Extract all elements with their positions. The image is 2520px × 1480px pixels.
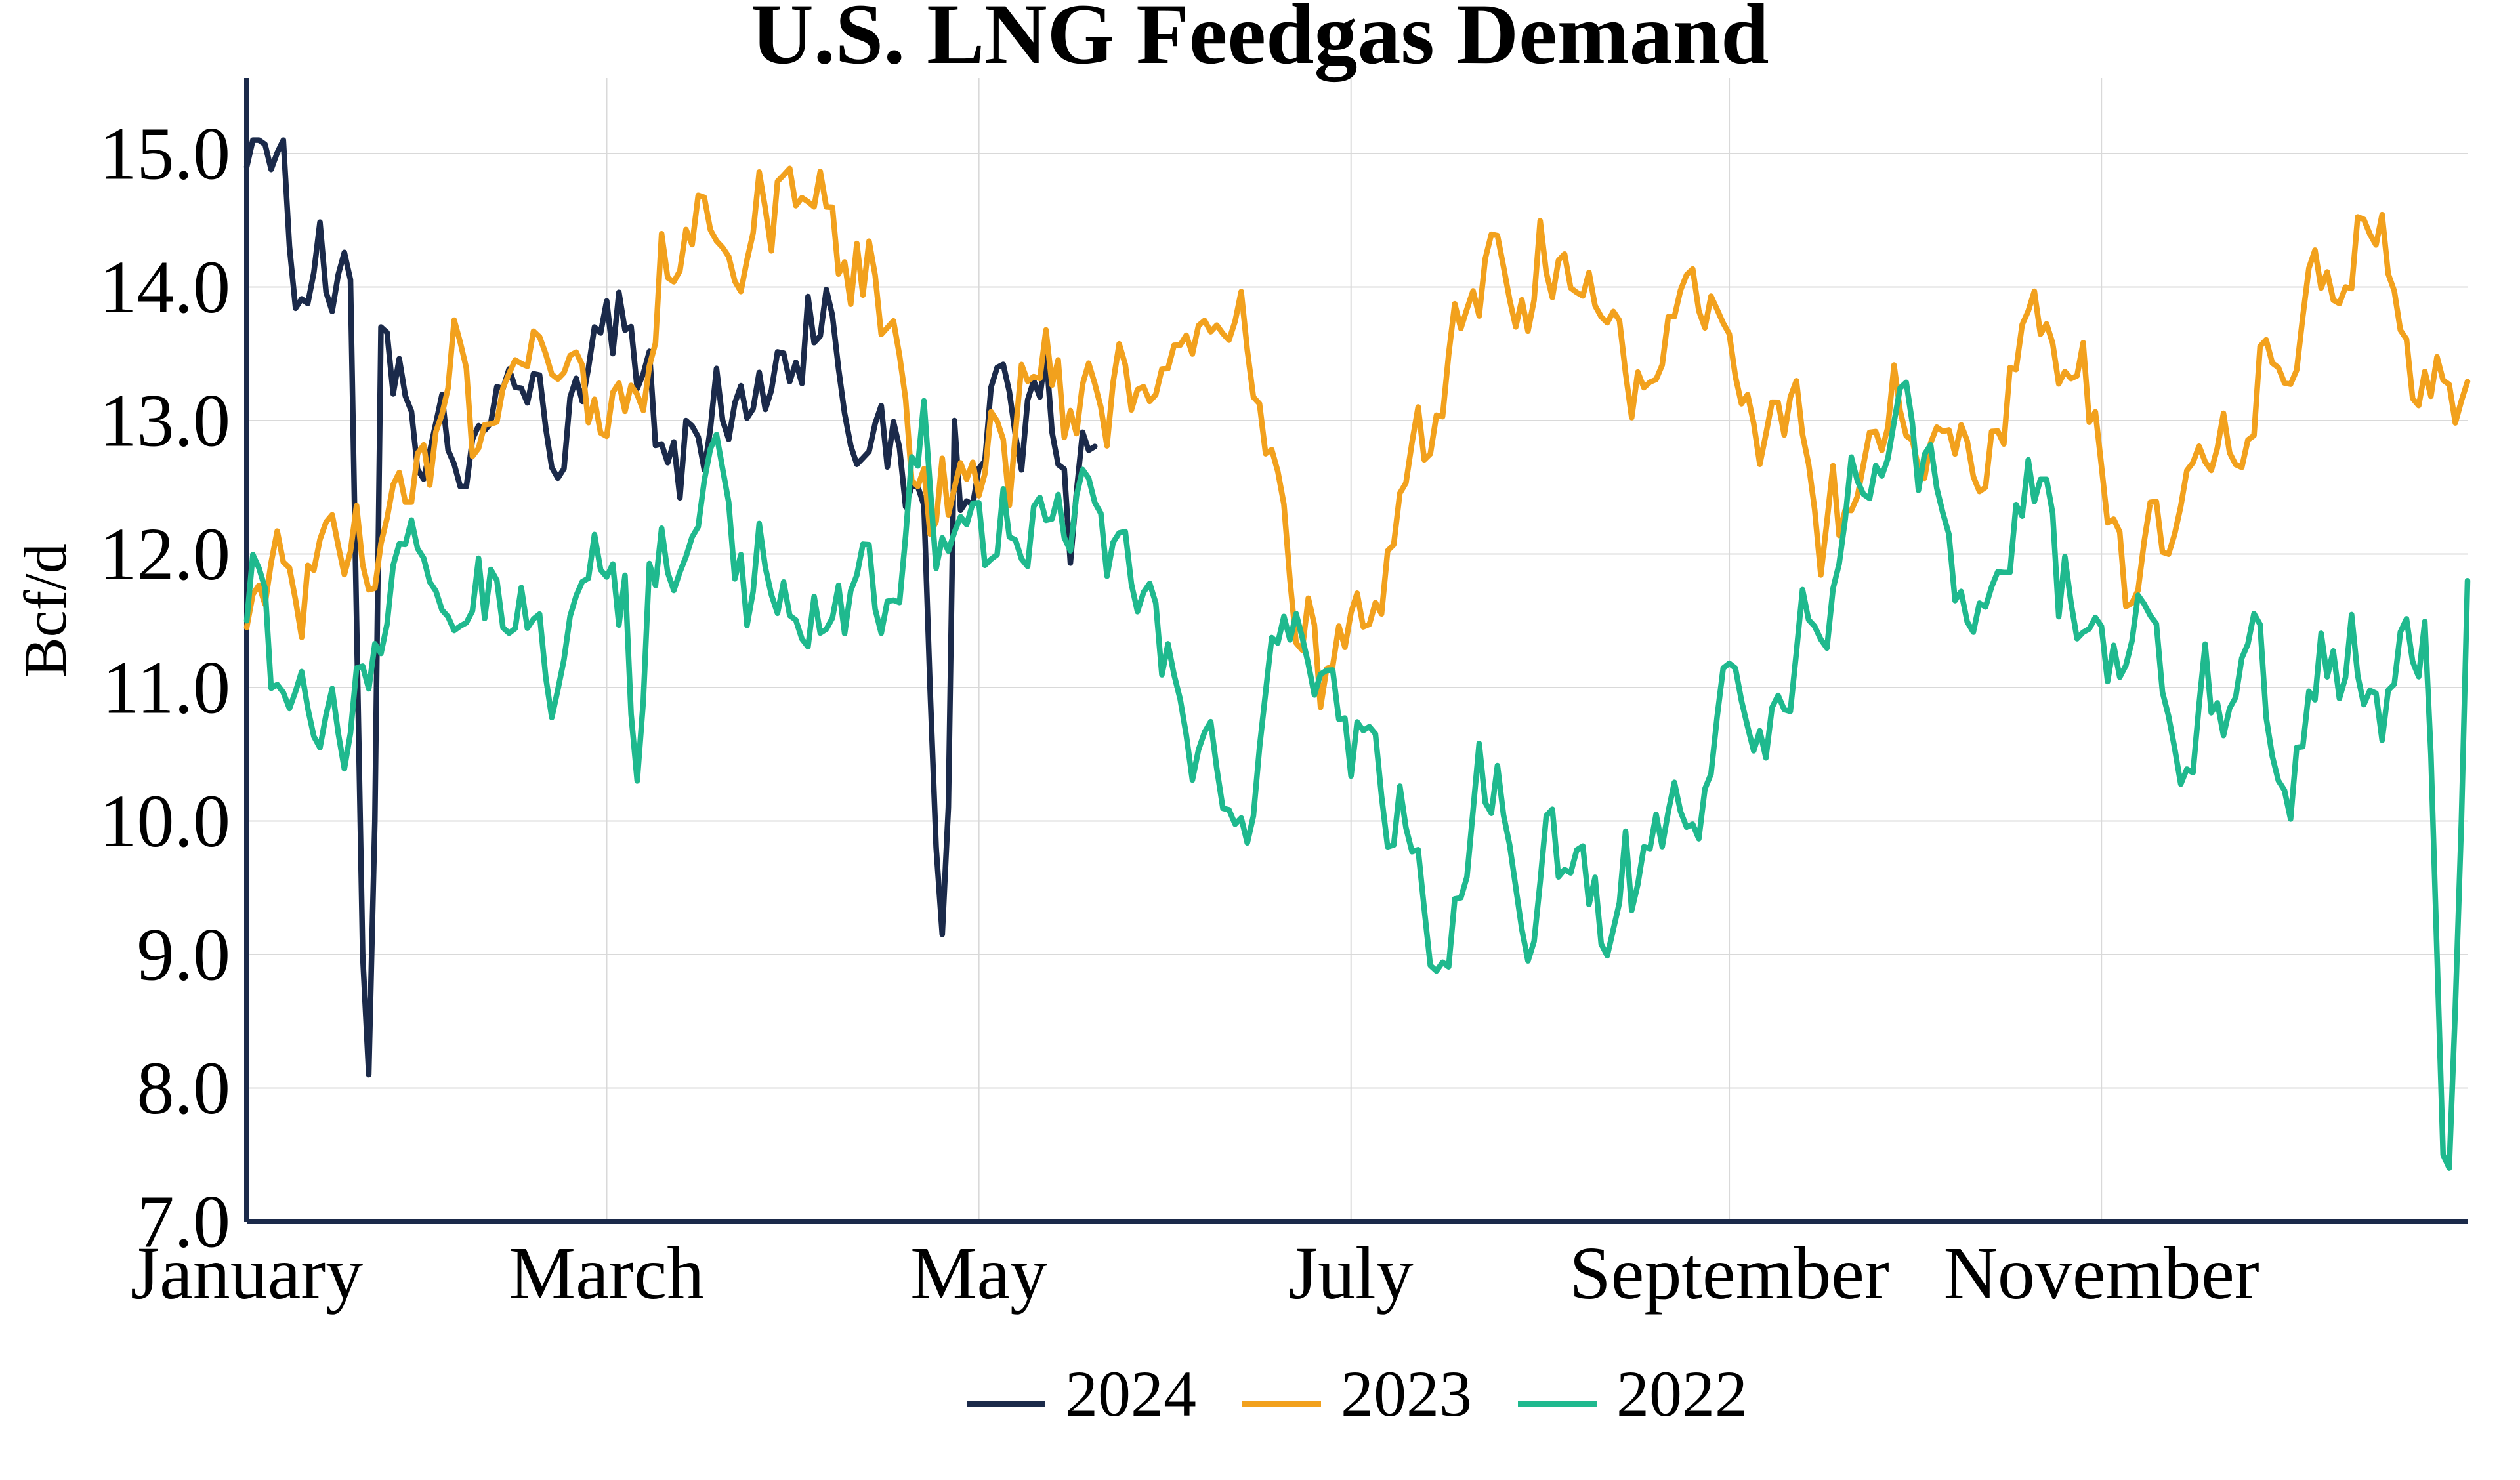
- svg-text:12.0: 12.0: [100, 512, 231, 596]
- svg-text:14.0: 14.0: [100, 245, 231, 329]
- svg-text:11.0: 11.0: [102, 646, 230, 729]
- svg-text:15.0: 15.0: [100, 112, 231, 195]
- svg-text:March: March: [509, 1231, 705, 1315]
- svg-text:May: May: [910, 1231, 1047, 1315]
- svg-text:Bcf/d: Bcf/d: [12, 543, 79, 677]
- svg-text:8.0: 8.0: [137, 1046, 231, 1130]
- svg-text:November: November: [1944, 1231, 2259, 1315]
- svg-text:9.0: 9.0: [137, 913, 231, 996]
- svg-text:2024: 2024: [1065, 1357, 1196, 1430]
- svg-text:13.0: 13.0: [100, 379, 231, 462]
- svg-text:2022: 2022: [1616, 1357, 1748, 1430]
- svg-text:July: July: [1289, 1231, 1414, 1315]
- svg-text:January: January: [131, 1231, 364, 1315]
- svg-text:10.0: 10.0: [100, 779, 231, 863]
- svg-text:September: September: [1569, 1231, 1889, 1315]
- svg-text:2023: 2023: [1341, 1357, 1472, 1430]
